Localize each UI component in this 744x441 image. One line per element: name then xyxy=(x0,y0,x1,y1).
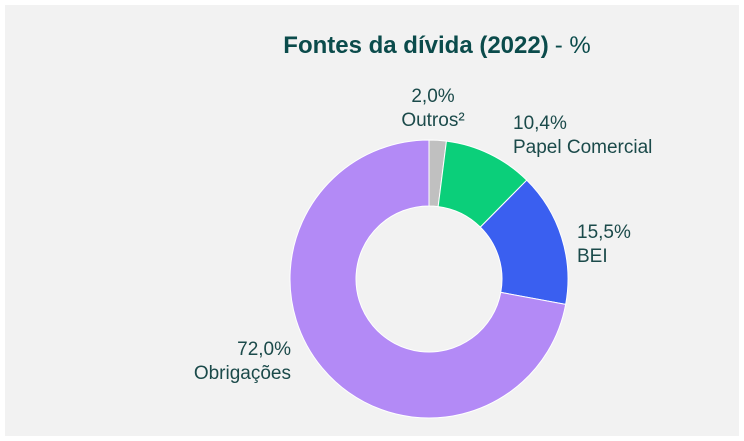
category-label: Outros² xyxy=(401,110,464,131)
chart-title-suffix: - % xyxy=(555,32,591,59)
category-label: Obrigações xyxy=(194,363,291,384)
category-label: BEI xyxy=(577,246,608,267)
chart-title-group: Fontes da dívida (2022) - % xyxy=(283,32,590,59)
chart-title: Fontes da dívida (2022) xyxy=(283,32,548,59)
value-label: 10,4% xyxy=(513,113,567,134)
value-label: 72,0% xyxy=(237,339,291,360)
category-label: Papel Comercial xyxy=(513,137,652,158)
value-label: 15,5% xyxy=(577,222,631,243)
pie-slice xyxy=(289,139,567,419)
value-label: 2,0% xyxy=(411,86,454,107)
